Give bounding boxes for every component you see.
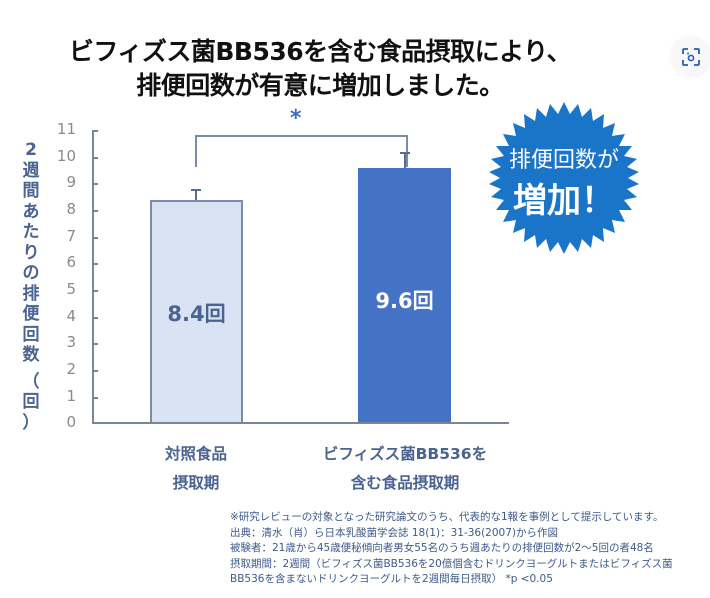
chart-title-line2: 排便回数が有意に増加しました。 [136, 71, 504, 100]
footnote: ※研究レビューの対象となった研究論文のうち、代表的な1報を事例として提示していま… [230, 511, 664, 523]
footnotes: ※研究レビューの対象となった研究論文のうち、代表的な1報を事例として提示していま… [230, 510, 673, 588]
error-bar-control [195, 190, 197, 200]
chart-title-line1: ビフィズス菌BB536を含む食品摂取により、 [68, 37, 572, 66]
y-tick: 0 [66, 413, 76, 431]
badge-text-line2: 増加！ [513, 181, 615, 221]
footnote: 被験者：21歳から45歳便秘傾向者男女55名のうち週あたりの排便回数が2～5回の… [230, 542, 654, 555]
y-tickmark [92, 130, 98, 132]
y-axis-label: 2 週 間 あ た り の 排 便 回 数 （ 回 ） [22, 140, 40, 433]
error-cap-bifido [400, 152, 410, 154]
x-axis-line [92, 422, 509, 424]
y-tick: 4 [66, 307, 76, 325]
y-tick: 2 [66, 360, 76, 378]
footnote: BB536を含まないドリンクヨーグルトを2週間毎日摂取） *p <0.05 [230, 573, 553, 586]
lens-search-button[interactable] [672, 38, 710, 76]
x-label-bifido: ビフィズス菌BB536を 含む食品摂取期 [322, 445, 488, 492]
badge-text-line1: 排便回数が [508, 148, 619, 173]
y-tickmark [92, 157, 98, 159]
significance-marker: * [290, 106, 302, 131]
bar-value-bifido: 9.6回 [375, 289, 434, 313]
y-tickmark [92, 317, 98, 319]
lens-scan-icon [682, 48, 700, 66]
y-tick: 5 [66, 280, 76, 298]
y-tickmark [92, 237, 98, 239]
y-tickmark [92, 397, 98, 399]
y-tick: 6 [66, 253, 76, 271]
bar-value-control: 8.4回 [167, 302, 226, 326]
significance-bracket [195, 135, 408, 167]
starburst-badge-icon [489, 102, 639, 254]
y-tick: 7 [66, 227, 76, 245]
y-tick: 11 [56, 120, 76, 138]
y-axis-line [92, 130, 94, 424]
y-tickmark [92, 370, 98, 372]
y-tickmark [92, 263, 98, 265]
y-tickmark [92, 210, 98, 212]
y-tickmark [92, 343, 98, 345]
y-tickmark [92, 183, 98, 185]
bar-bifido [358, 168, 451, 423]
y-tick: 3 [66, 333, 76, 351]
y-tick: 10 [56, 147, 76, 165]
footnote: 摂取期間：2週間（ビフィズス菌BB536を20億個含むドリンクヨーグルトまたはビ… [230, 557, 673, 570]
error-bar-bifido [404, 153, 406, 168]
error-cap-control [191, 189, 201, 191]
y-tick: 1 [66, 387, 76, 405]
bar-control [150, 200, 243, 423]
footnote: 出典：清水（肖）ら日本乳酸菌学会誌 18(1)：31-36(2007)から作図 [230, 526, 558, 539]
y-tickmark [92, 290, 98, 292]
y-tick: 9 [66, 173, 76, 191]
y-tick: 8 [66, 200, 76, 218]
x-label-control: 対照食品 摂取期 [164, 445, 227, 492]
